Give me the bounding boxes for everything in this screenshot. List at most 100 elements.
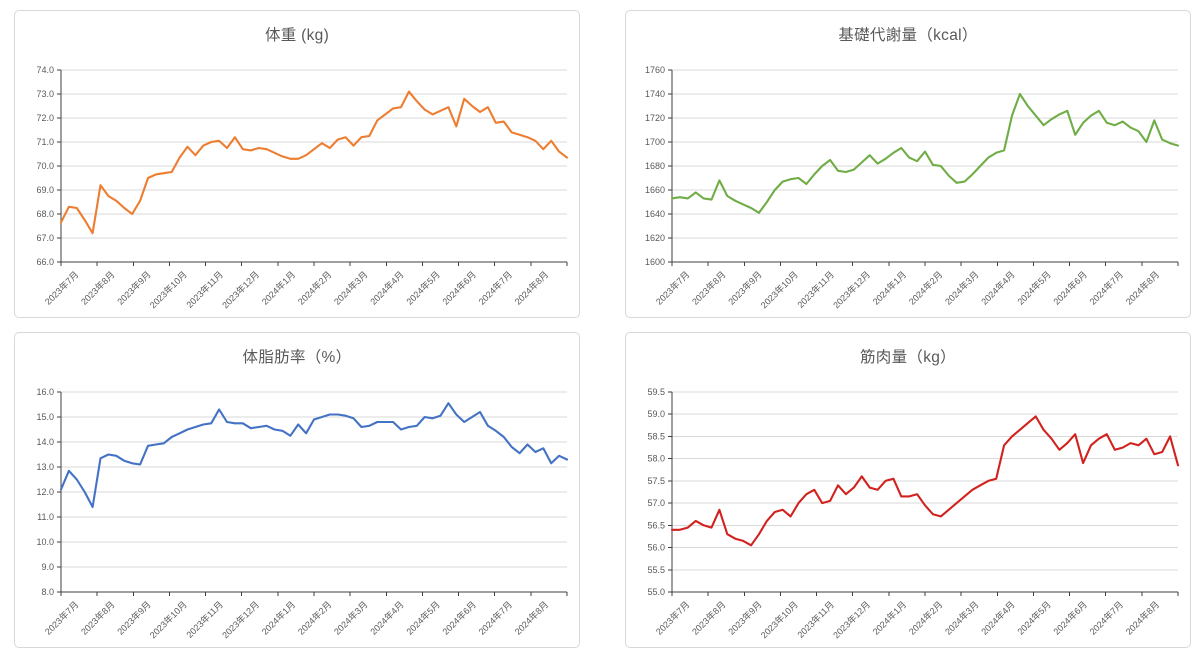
bmr-line-chart: 1760 1740 1720 1700 1680 1660 1640 1620 1600 2023… (645, 65, 1180, 311)
x-tick-label: 2023年12月 (219, 269, 261, 311)
body-fat-chart-title: 体脂肪率（%） (242, 349, 352, 366)
x-tick-label: 2023年12月 (830, 599, 872, 641)
x-tick-label: 2024年3月 (331, 599, 369, 637)
y-tick-label: 55.0 (647, 587, 665, 597)
x-tick-label: 2024年1月 (259, 599, 297, 637)
y-tick-label: 69.0 (36, 185, 54, 195)
y-tick-label: 70.0 (36, 161, 54, 171)
muscle-series-line (670, 415, 1180, 547)
weight-chart-card: 体重 (kg) 74.0 73.0 72.0 71.0 70.0 69.0 68.0 67.0… (14, 10, 580, 318)
y-tick-label: 10.0 (36, 537, 54, 547)
bmr-series-line (670, 92, 1180, 214)
y-tick-label: 59.5 (647, 387, 665, 397)
muscle-chart-title: 筋肉量（kg） (860, 349, 956, 366)
x-tick-label: 2024年6月 (1051, 269, 1089, 307)
x-tick-label: 2023年7月 (42, 269, 80, 307)
x-tick-label: 2024年4月 (979, 599, 1017, 637)
x-tick-label: 2024年8月 (512, 269, 550, 307)
x-tick-label: 2024年2月 (295, 599, 333, 637)
y-tick-label: 56.5 (647, 520, 665, 530)
x-tick-label: 2024年7月 (476, 599, 514, 637)
y-tick-label: 57.0 (647, 498, 665, 508)
x-tick-label: 2024年4月 (368, 269, 406, 307)
weight-chart-title: 体重 (kg) (264, 27, 330, 44)
y-tick-label: 72.0 (36, 113, 54, 123)
x-tick-label: 2023年7月 (653, 269, 691, 307)
y-tick-label: 66.0 (36, 257, 54, 267)
x-tick-label: 2023年8月 (78, 269, 116, 307)
x-tick-label: 2024年7月 (476, 269, 514, 307)
x-tick-label: 2024年7月 (1087, 269, 1125, 307)
x-tick-label: 2024年1月 (870, 599, 908, 637)
x-tick-label: 2023年8月 (689, 599, 727, 637)
y-tick-label: 11.0 (37, 512, 54, 522)
x-tick-label: 2023年11月 (184, 599, 225, 640)
y-tick-label: 12.0 (36, 487, 54, 497)
y-tick-label: 68.0 (36, 209, 54, 219)
y-tick-label: 9.0 (41, 562, 54, 572)
y-tick-label: 71.0 (36, 137, 54, 147)
x-tick-label: 2024年5月 (404, 269, 442, 307)
muscle-line-chart: 59.5 59.0 58.5 58.0 57.5 57.0 56.5 56.0 55.5 55.0… (647, 387, 1180, 641)
x-tick-label: 2023年10月 (147, 269, 189, 311)
y-tick-label: 58.0 (647, 454, 665, 464)
y-tick-label: 1760 (645, 65, 665, 75)
y-tick-label: 14.0 (36, 437, 54, 447)
x-tick-label: 2024年3月 (331, 269, 369, 307)
weight-line-chart: 74.0 73.0 72.0 71.0 70.0 69.0 68.0 67.0 66.0 2023… (36, 65, 569, 311)
x-tick-label: 2023年11月 (184, 269, 225, 310)
x-tick-label: 2024年4月 (979, 269, 1017, 307)
x-tick-label: 2023年10月 (758, 269, 800, 311)
x-tick-label: 2024年6月 (1051, 599, 1089, 637)
x-tick-label: 2024年1月 (870, 269, 908, 307)
y-tick-label: 67.0 (36, 233, 54, 243)
y-tick-label: 15.0 (36, 412, 54, 422)
bmr-chart-title: 基礎代謝量（kcal） (838, 27, 978, 44)
x-tick-label: 2023年7月 (42, 599, 80, 637)
y-tick-label: 1620 (645, 233, 665, 243)
y-tick-label: 55.5 (647, 565, 665, 575)
y-tick-label: 1700 (645, 137, 665, 147)
y-tick-label: 13.0 (36, 462, 54, 472)
x-tick-label: 2023年10月 (758, 599, 800, 641)
x-tick-label: 2023年12月 (219, 599, 261, 641)
weight-series-line (59, 90, 569, 235)
y-tick-label: 16.0 (36, 387, 54, 397)
x-tick-label: 2023年9月 (726, 269, 764, 307)
x-tick-label: 2023年9月 (115, 269, 153, 307)
x-tick-label: 2024年2月 (906, 599, 944, 637)
y-tick-label: 1600 (645, 257, 665, 267)
x-tick-label: 2024年3月 (942, 269, 980, 307)
x-tick-label: 2024年8月 (1123, 599, 1161, 637)
x-tick-label: 2024年5月 (1015, 599, 1053, 637)
y-tick-label: 58.5 (647, 431, 665, 441)
y-tick-label: 59.0 (647, 409, 665, 419)
x-tick-label: 2023年12月 (830, 269, 872, 311)
bmr-chart-card: 基礎代謝量（kcal） 1760 1740 1720 1700 1680 1660 1640… (625, 10, 1191, 318)
body-fat-series-line (59, 402, 569, 509)
x-tick-label: 2024年4月 (368, 599, 406, 637)
y-tick-label: 1640 (645, 209, 665, 219)
x-tick-label: 2023年10月 (147, 599, 189, 641)
x-tick-label: 2023年9月 (115, 599, 153, 637)
x-tick-label: 2023年8月 (689, 269, 727, 307)
x-tick-label: 2024年5月 (404, 599, 442, 637)
x-tick-label: 2024年1月 (259, 269, 297, 307)
x-tick-label: 2023年7月 (653, 599, 691, 637)
y-tick-label: 8.0 (41, 587, 54, 597)
x-tick-label: 2023年9月 (726, 599, 764, 637)
x-tick-label: 2024年3月 (942, 599, 980, 637)
muscle-chart-card: 筋肉量（kg） 59.5 59.0 58.5 58.0 57.5 57.0 56.5 56.0… (625, 332, 1191, 648)
body-fat-line-chart: 16.0 15.0 14.0 13.0 12.0 11.0 10.0 9.0 8.0 2023年7… (36, 387, 569, 641)
x-tick-label: 2024年7月 (1087, 599, 1125, 637)
y-tick-label: 73.0 (36, 89, 54, 99)
x-tick-label: 2024年8月 (1123, 269, 1161, 307)
y-tick-label: 1680 (645, 161, 665, 171)
x-tick-label: 2024年2月 (295, 269, 333, 307)
x-tick-label: 2024年5月 (1015, 269, 1053, 307)
y-tick-label: 74.0 (36, 65, 54, 75)
x-tick-label: 2023年11月 (795, 269, 836, 310)
x-tick-label: 2024年6月 (440, 269, 478, 307)
y-tick-label: 56.0 (647, 543, 665, 553)
y-tick-label: 1740 (645, 89, 665, 99)
